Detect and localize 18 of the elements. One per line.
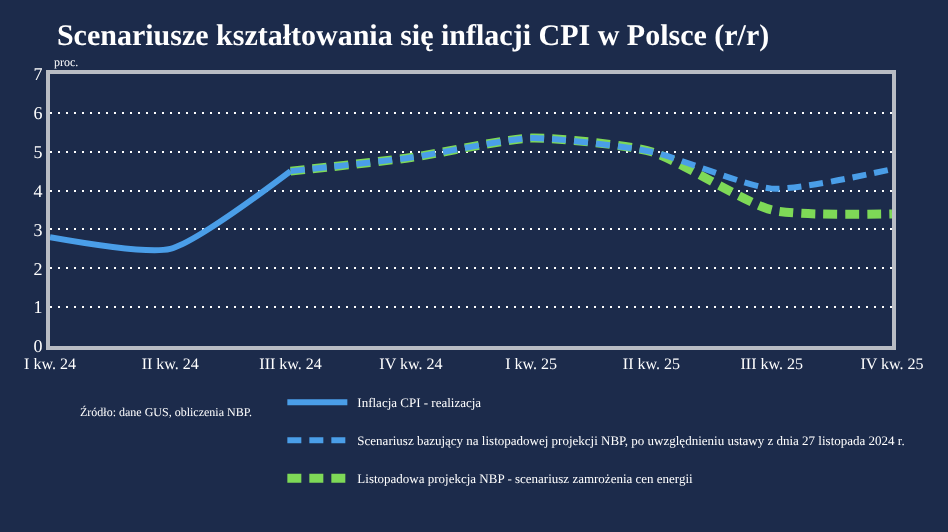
x-tick-label: I kw. 24: [24, 355, 76, 374]
y-tick-label: 3: [33, 219, 44, 240]
y-tick-label: 6: [33, 103, 44, 124]
x-tick-label: I kw. 25: [505, 355, 558, 374]
y-tick-label: 2: [33, 258, 43, 279]
x-tick-label: II kw. 24: [141, 355, 199, 374]
y-tick-label: 0: [33, 336, 44, 357]
chart-title: Scenariusze kształtowania się inflacji CPI w Polsce (r/r): [56, 20, 770, 53]
y-tick-label: 4: [33, 180, 44, 201]
x-tick-label: II kw. 25: [622, 355, 681, 374]
y-tick-label: 5: [33, 142, 44, 163]
x-tick-label: IV kw. 24: [379, 355, 443, 374]
y-tick-label: 7: [33, 64, 44, 85]
line-series: [286, 133, 892, 219]
y-tick-label: 1: [33, 297, 43, 318]
x-tick-label: IV kw. 25: [860, 355, 924, 374]
x-tick-label: III kw. 24: [259, 355, 322, 374]
x-tick-label: III kw. 25: [740, 355, 803, 374]
